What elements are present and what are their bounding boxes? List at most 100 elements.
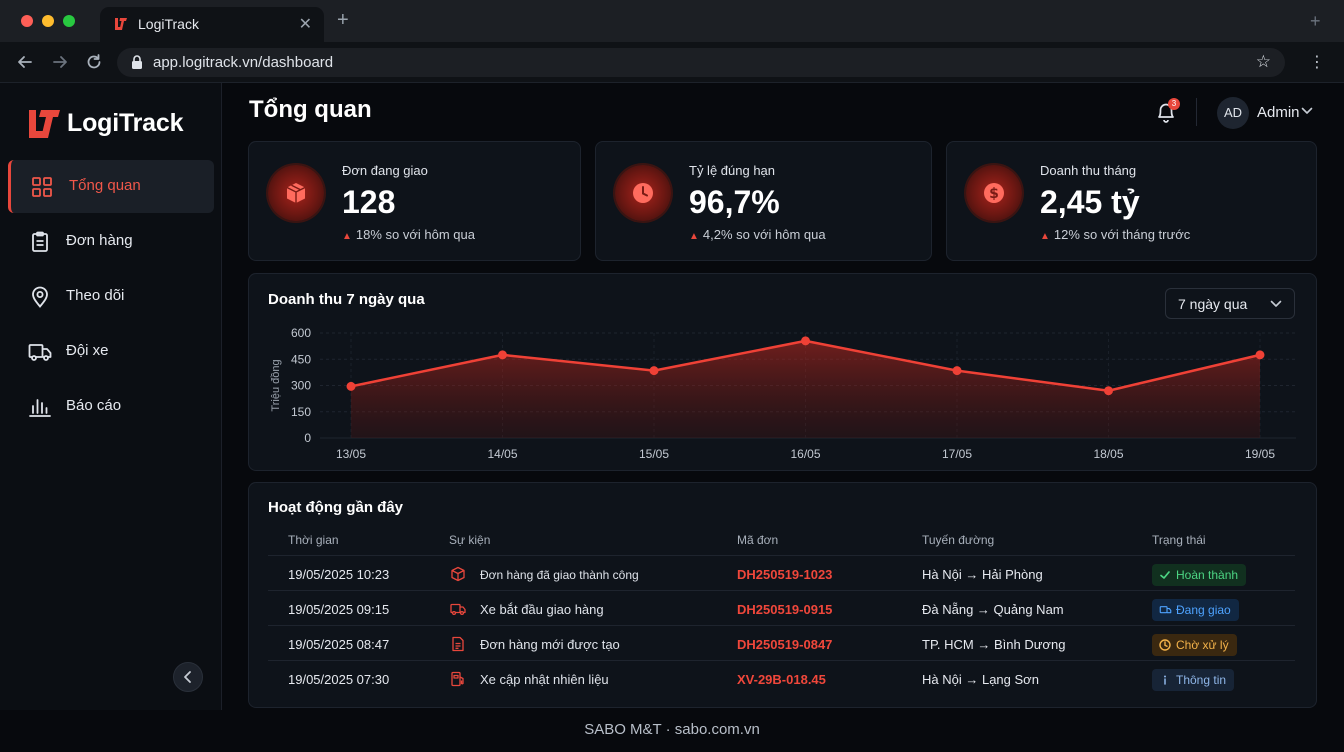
row-event: Đơn hàng mới được tạo (480, 637, 620, 652)
kpi-icon-badge (268, 165, 324, 221)
sidebar: LogiTrack Tổng quan Đơn hàng Theo dõi Độ… (0, 83, 222, 710)
dollar-icon: $ (984, 183, 1004, 203)
kpi-card-orders[interactable]: Đơn đang giao 128 ▲ 18% so với hôm qua (248, 141, 581, 261)
kpi-value: 96,7% (689, 184, 780, 220)
row-time: 19/05/2025 08:47 (288, 637, 390, 652)
forward-arrow-icon[interactable] (51, 53, 69, 71)
truck-icon (28, 344, 52, 361)
status-badge: Hoàn thành (1152, 564, 1247, 586)
minimize-window-button[interactable] (42, 15, 54, 27)
reload-icon[interactable] (85, 53, 103, 71)
kpi-delta-text: 18% so với hôm qua (355, 227, 475, 242)
column-header-code[interactable]: Mã đơn (737, 533, 779, 547)
kpi-delta-text: 12% so với tháng trước (1053, 227, 1191, 242)
avatar[interactable]: AD (1217, 97, 1249, 129)
brand-name: LogiTrack (67, 109, 184, 137)
browser-tab[interactable]: LogiTrack ✕ (100, 7, 324, 42)
row-order-code[interactable]: DH250519-1023 (737, 567, 833, 582)
back-arrow-icon[interactable] (16, 53, 34, 71)
y-tick-label: 0 (304, 431, 311, 445)
row-order-code[interactable]: XV-29B-018.45 (737, 672, 826, 687)
row-event: Xe cập nhật nhiên liệu (480, 672, 609, 687)
tab-overview-plus-icon[interactable]: + (1310, 11, 1321, 31)
row-time: 19/05/2025 10:23 (288, 567, 390, 582)
kpi-value: 2,45 tỷ (1040, 184, 1140, 220)
clipboard-icon (32, 231, 48, 252)
kpi-icon-badge: $ (966, 165, 1022, 221)
document-icon (452, 636, 464, 652)
revenue-data-point (952, 366, 962, 376)
date-range-select[interactable]: 7 ngày qua (1165, 288, 1295, 319)
column-header-status[interactable]: Trạng thái (1152, 533, 1206, 547)
revenue-data-point (346, 381, 356, 391)
svg-text:$: $ (989, 186, 999, 202)
x-tick-label: 17/05 (942, 447, 972, 461)
sidebar-item-tong-quan[interactable]: Tổng quan (8, 160, 214, 213)
x-tick-label: 16/05 (790, 447, 820, 461)
sidebar-item-doi-xe[interactable]: Đội xe (8, 325, 214, 378)
close-window-button[interactable] (21, 15, 33, 27)
url-field[interactable]: app.logitrack.vn/dashboard ☆ (117, 48, 1285, 77)
kpi-label: Đơn đang giao (342, 163, 428, 178)
table-divider (268, 590, 1295, 591)
info-icon (1164, 675, 1166, 685)
revenue-chart-card: Doanh thu 7 ngày qua 7 ngày qua 0 150 300 4… (248, 273, 1317, 471)
chevron-down-icon (1270, 300, 1282, 307)
new-tab-button[interactable]: + (337, 9, 349, 31)
sidebar-item-don-hang[interactable]: Đơn hàng (8, 215, 214, 268)
revenue-data-point (801, 336, 810, 346)
trend-up-icon: ▲ (689, 231, 699, 242)
clock-icon (633, 183, 653, 203)
y-tick-label: 450 (291, 352, 311, 366)
lock-icon (132, 55, 142, 69)
status-label: Thông tin (1176, 673, 1227, 687)
status-badge: Chờ xử lý (1152, 634, 1237, 656)
clock-icon (1159, 639, 1171, 651)
row-route: Đà Nẵng → Quảng Nam (922, 602, 1064, 617)
revenue-data-point (498, 350, 507, 360)
notification-bell-icon[interactable] (1155, 100, 1177, 124)
row-event: Xe bắt đầu giao hàng (480, 602, 604, 617)
table-divider (268, 625, 1295, 626)
browser-menu-icon[interactable]: ⋮ (1309, 54, 1325, 71)
sidebar-item-theo-doi[interactable]: Theo dõi (8, 270, 214, 323)
box-icon (286, 183, 306, 203)
status-badge: Thông tin (1152, 669, 1235, 691)
kpi-card-on-time[interactable]: Tỷ lệ đúng hạn 96,7% ▲ 4,2% so với hôm qu… (595, 141, 932, 261)
logitrack-favicon-icon (115, 18, 127, 30)
row-route: Hà Nội → Lạng Sơn (922, 672, 1039, 687)
kpi-card-revenue[interactable]: $ Doanh thu tháng 2,45 tỷ ▲ 12% so với th… (946, 141, 1317, 261)
revenue-data-point (649, 366, 659, 376)
chart-title: Doanh thu 7 ngày qua (268, 291, 425, 308)
notification-count-badge: 3 (1168, 98, 1180, 110)
x-tick-label: 19/05 (1245, 447, 1275, 461)
maximize-window-button[interactable] (63, 15, 75, 27)
column-header-time[interactable]: Thời gian (288, 533, 339, 547)
column-header-event[interactable]: Sự kiện (449, 533, 491, 547)
bookmark-star-icon[interactable]: ☆ (1255, 52, 1271, 71)
address-bar-row: app.logitrack.vn/dashboard ☆ ⋮ (0, 42, 1344, 83)
box-icon (451, 566, 465, 582)
sidebar-item-bao-cao[interactable]: Báo cáo (8, 380, 214, 433)
kpi-label: Tỷ lệ đúng hạn (689, 163, 776, 178)
collapse-sidebar-button[interactable] (173, 662, 203, 692)
revenue-data-point (1255, 350, 1265, 360)
row-order-code[interactable]: DH250519-0915 (737, 602, 833, 617)
activity-title: Hoạt động gần đây (268, 499, 403, 516)
user-name[interactable]: Admin (1257, 104, 1300, 121)
chevron-down-icon[interactable] (1301, 107, 1313, 115)
column-header-route[interactable]: Tuyến đường (922, 533, 995, 547)
truck-icon (1159, 606, 1172, 614)
y-tick-label: 600 (291, 326, 311, 340)
kpi-value: 128 (342, 184, 396, 220)
kpi-delta: ▲ 4,2% so với hôm qua (689, 227, 826, 242)
tab-close-icon[interactable]: ✕ (298, 16, 312, 33)
revenue-area-chart: 0 150 300 450 600 13/05 14/05 15/05 16/05 17/05 18… (270, 326, 1296, 461)
sidebar-item-label: Báo cáo (66, 397, 122, 414)
row-order-code[interactable]: DH250519-0847 (737, 637, 833, 652)
row-route: Hà Nội → Hải Phòng (922, 567, 1043, 582)
trend-up-icon: ▲ (1040, 231, 1050, 242)
trend-up-icon: ▲ (342, 231, 352, 242)
row-event: Đơn hàng đã giao thành công (480, 568, 639, 582)
kpi-delta-text: 4,2% so với hôm qua (702, 227, 826, 242)
